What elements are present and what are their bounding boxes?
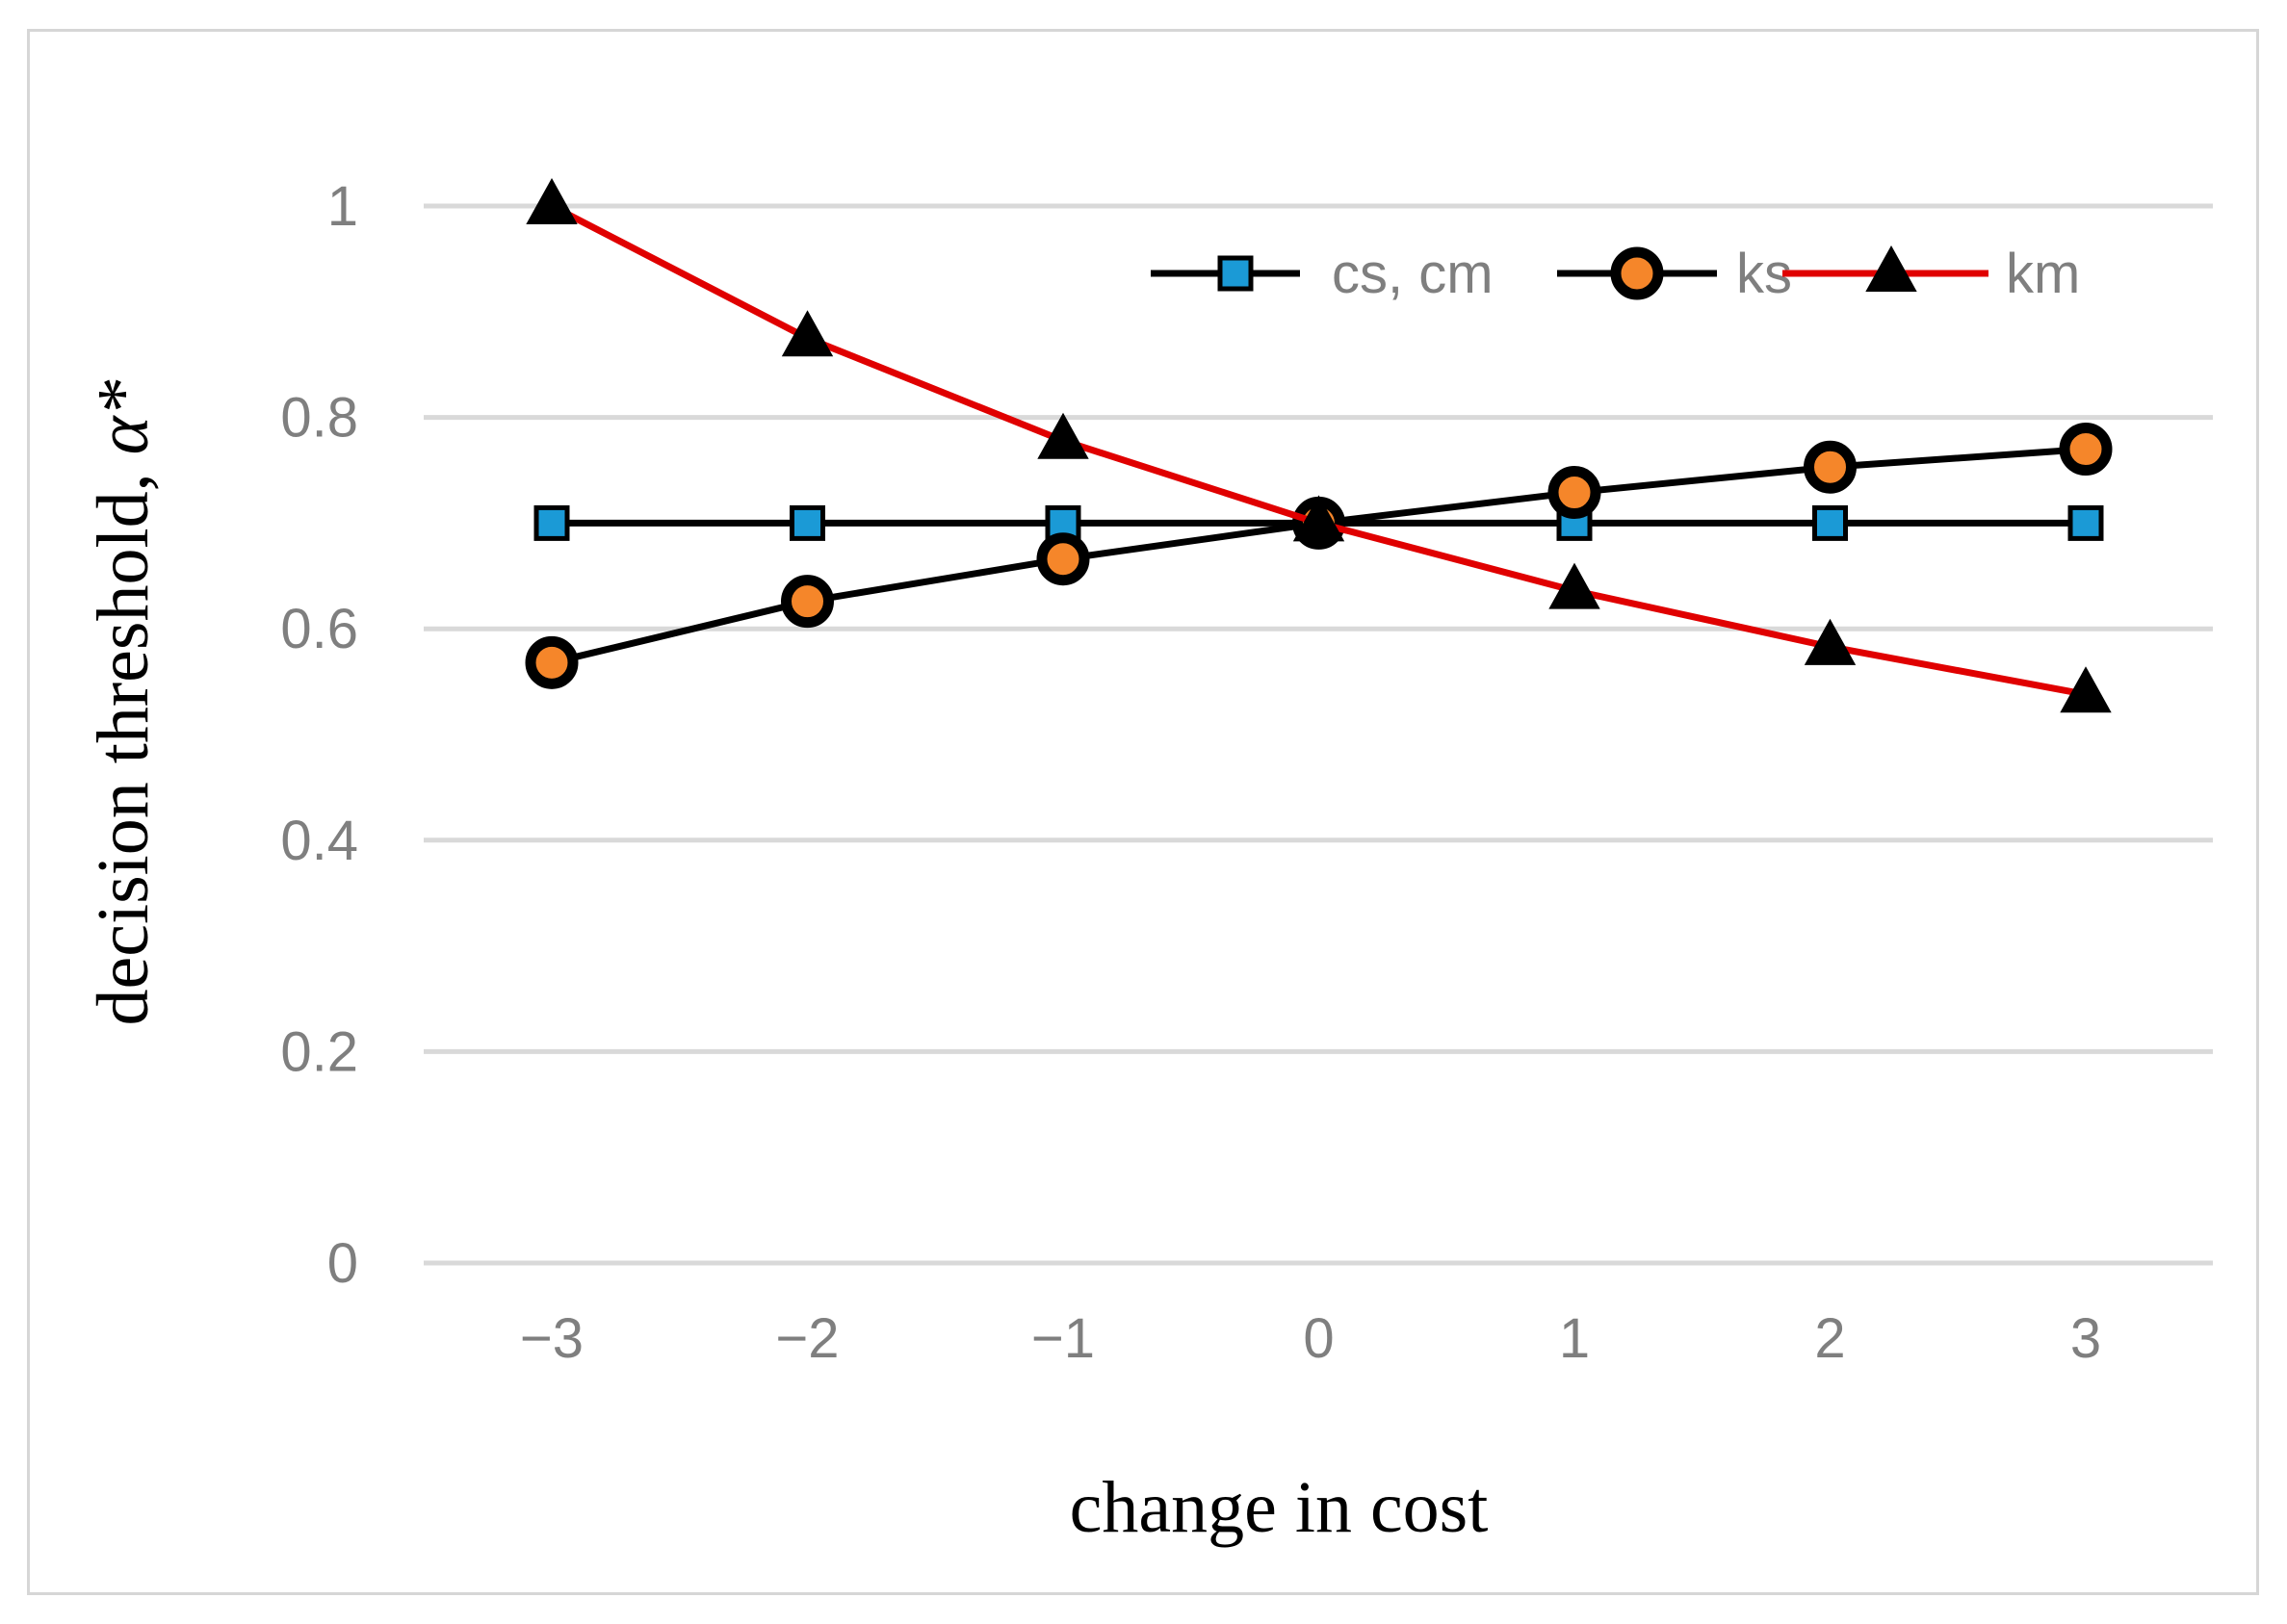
data-point-ks xyxy=(781,575,834,629)
x-tick-label: −1 xyxy=(1031,1307,1095,1370)
data-point-km xyxy=(1548,562,1600,609)
y-axis-title-symbol: α* xyxy=(83,379,164,454)
legend: cs, cm ks km xyxy=(1151,243,2080,305)
data-point-km xyxy=(2060,666,2112,713)
x-tick-label: 0 xyxy=(1303,1307,1334,1370)
y-tick-label: 0 xyxy=(327,1232,358,1295)
x-tick-label: 2 xyxy=(1814,1307,1845,1370)
x-axis-ticks: −3 −2 −1 0 1 2 3 xyxy=(520,1307,2101,1370)
legend-marker xyxy=(1610,246,1664,300)
y-tick-label: 0.4 xyxy=(280,810,358,872)
gridlines xyxy=(424,203,2213,1266)
legend-item-ks: ks xyxy=(1557,243,1792,305)
series-ks xyxy=(525,423,2113,689)
data-point-ks xyxy=(1036,532,1090,586)
data-point-cs-cm xyxy=(1812,504,1848,541)
data-point-ks xyxy=(1547,466,1601,520)
data-point-ks xyxy=(525,635,579,689)
y-tick-label: 0.6 xyxy=(280,598,358,660)
y-axis-title: decision threshold, α* xyxy=(83,379,164,1025)
data-point-cs-cm xyxy=(2067,504,2104,541)
data-point-cs-cm xyxy=(533,504,570,541)
x-tick-label: −2 xyxy=(775,1307,839,1370)
x-axis-title: change in cost xyxy=(1070,1467,1489,1548)
y-tick-label: 0.8 xyxy=(280,387,358,450)
data-point-ks xyxy=(2059,423,2113,477)
data-point-km xyxy=(1292,495,1345,542)
x-tick-label: 3 xyxy=(2070,1307,2101,1370)
data-point-cs-cm xyxy=(790,504,825,541)
y-axis-ticks: 0 0.2 0.4 0.6 0.8 1 xyxy=(280,175,358,1295)
data-point-km xyxy=(781,310,834,357)
series-line-km xyxy=(550,202,2087,698)
legend-label: cs, cm xyxy=(1332,243,1494,305)
legend-item-km: km xyxy=(1782,243,2080,305)
y-axis-title-prefix: decision threshold, xyxy=(83,454,164,1025)
legend-marker xyxy=(1865,245,1917,292)
y-tick-label: 1 xyxy=(327,175,358,238)
y-tick-label: 0.2 xyxy=(280,1020,358,1083)
series-group xyxy=(525,177,2113,713)
legend-marker xyxy=(1217,255,1254,292)
legend-label: km xyxy=(2006,243,2080,305)
data-point-km xyxy=(1037,412,1089,459)
series-km xyxy=(526,177,2112,713)
x-tick-label: 1 xyxy=(1559,1307,1590,1370)
data-point-km xyxy=(526,177,578,224)
legend-item-cs-cm: cs, cm xyxy=(1151,243,1494,305)
data-point-km xyxy=(1804,618,1857,665)
x-tick-label: −3 xyxy=(520,1307,584,1370)
data-point-ks xyxy=(1804,440,1857,494)
